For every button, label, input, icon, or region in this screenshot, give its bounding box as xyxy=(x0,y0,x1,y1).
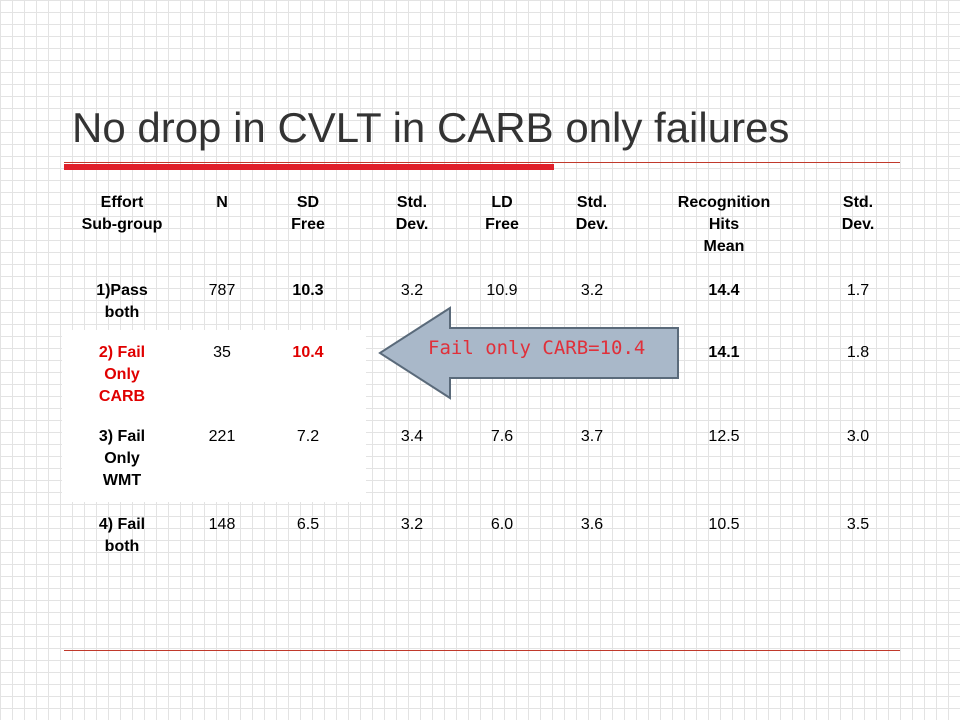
row-3-sd-free: 7.2 xyxy=(296,428,320,445)
header-recognition-hits-mean: Recognition Hits Mean xyxy=(677,194,771,255)
row-1-sd-dev: 3.2 xyxy=(400,282,424,299)
row-1-group: 1)Pass both xyxy=(96,282,148,321)
header-sd-std-dev: Std. Dev. xyxy=(395,194,429,233)
row-3-ld-dev: 3.7 xyxy=(580,428,604,445)
row-3-n: 221 xyxy=(208,428,236,445)
header-sd-free: SD Free xyxy=(291,194,325,233)
row-2-rec-hits: 14.1 xyxy=(708,344,740,361)
callout-text: Fail only CARB=10.4 xyxy=(428,337,646,359)
row-1-ld-free: 10.9 xyxy=(486,282,518,299)
row-3-ld-free: 7.6 xyxy=(490,428,514,445)
row-4-sd-dev: 3.2 xyxy=(400,516,424,533)
footer-rule-line xyxy=(64,650,900,651)
row-4-rec-dev: 3.5 xyxy=(846,516,870,533)
title-accent-bar xyxy=(64,164,554,170)
callout-arrow-shape xyxy=(378,306,682,400)
row-2-group: 2) Fail Only CARB xyxy=(98,344,146,405)
highlight-box xyxy=(62,330,366,502)
header-ld-std-dev: Std. Dev. xyxy=(575,194,609,233)
header-effort-subgroup: Effort Sub-group xyxy=(81,194,163,233)
row-2-sd-free: 10.4 xyxy=(292,344,324,361)
row-1-rec-dev: 1.7 xyxy=(846,282,870,299)
header-rec-std-dev: Std. Dev. xyxy=(841,194,875,233)
row-4-n: 148 xyxy=(208,516,236,533)
row-4-group: 4) Fail both xyxy=(98,516,146,555)
row-3-rec-dev: 3.0 xyxy=(846,428,870,445)
row-3-sd-dev: 3.4 xyxy=(400,428,424,445)
header-n: N xyxy=(216,194,228,211)
slide-title: No drop in CVLT in CARB only failures xyxy=(72,104,790,151)
left-arrow-icon xyxy=(378,306,679,400)
row-2-n: 35 xyxy=(213,344,231,361)
row-1-ld-dev: 3.2 xyxy=(580,282,604,299)
row-3-rec-hits: 12.5 xyxy=(708,428,740,445)
row-1-rec-hits: 14.4 xyxy=(708,282,740,299)
row-4-rec-hits: 10.5 xyxy=(708,516,740,533)
row-4-ld-dev: 3.6 xyxy=(580,516,604,533)
row-3-group: 3) Fail Only WMT xyxy=(98,428,146,489)
row-4-ld-free: 6.0 xyxy=(490,516,514,533)
title-rule-line xyxy=(64,162,900,163)
row-1-sd-free: 10.3 xyxy=(292,282,324,299)
row-2-rec-dev: 1.8 xyxy=(846,344,870,361)
row-4-sd-free: 6.5 xyxy=(296,516,320,533)
row-1-n: 787 xyxy=(208,282,236,299)
header-ld-free: LD Free xyxy=(485,194,519,233)
